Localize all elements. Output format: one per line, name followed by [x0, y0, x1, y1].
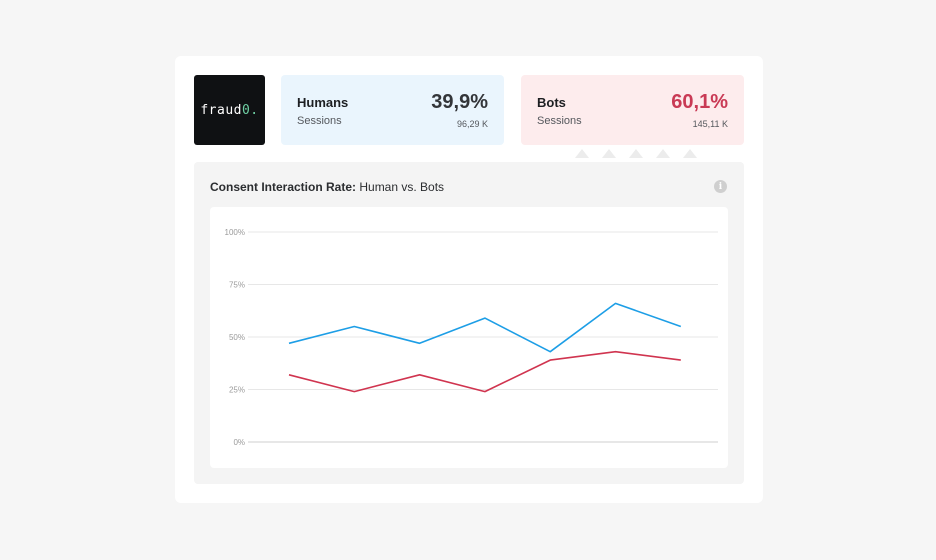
- y-tick-label: 0%: [233, 438, 245, 447]
- chart-svg: 100% 75% 50% 25% 0%: [225, 228, 718, 447]
- dashboard-card: fraud 0. Humans Sessions 39,9% 96,29 K Bo…: [175, 56, 763, 503]
- chart-title-bold: Consent Interaction Rate:: [210, 180, 357, 194]
- bots-count: 145,11 K: [692, 119, 728, 129]
- chart-title-rest: Human vs. Bots: [356, 180, 445, 194]
- logo-accent: 0.: [241, 102, 259, 118]
- y-tick-label: 100%: [225, 228, 245, 237]
- y-tick-label: 50%: [229, 333, 245, 342]
- chart-panel: Consent Interaction Rate: Human vs. Bots…: [194, 162, 744, 484]
- y-tick-label: 25%: [229, 386, 245, 395]
- line-chart: 100% 75% 50% 25% 0%: [210, 207, 728, 468]
- humans-percent: 39,9%: [431, 91, 488, 113]
- series-line-bots: [288, 350, 681, 393]
- humans-stat-card: Humans Sessions 39,9% 96,29 K: [281, 75, 504, 145]
- y-tick-label: 75%: [229, 281, 245, 290]
- bots-percent: 60,1%: [671, 91, 728, 113]
- info-icon[interactable]: i: [714, 180, 727, 193]
- humans-count: 96,29 K: [456, 119, 488, 129]
- series-line-humans: [288, 302, 682, 353]
- humans-sub-label: Sessions: [297, 115, 342, 127]
- bots-sub-label: Sessions: [537, 115, 582, 127]
- humans-label: Humans: [297, 95, 349, 110]
- bots-label: Bots: [537, 95, 566, 110]
- logo-text: fraud: [200, 102, 242, 118]
- chart-title: Consent Interaction Rate: Human vs. Bots: [210, 180, 444, 194]
- decorative-triangles: [575, 149, 705, 161]
- bots-stat-card: Bots Sessions 60,1% 145,11 K: [521, 75, 744, 145]
- fraud0-logo: fraud 0.: [194, 75, 265, 145]
